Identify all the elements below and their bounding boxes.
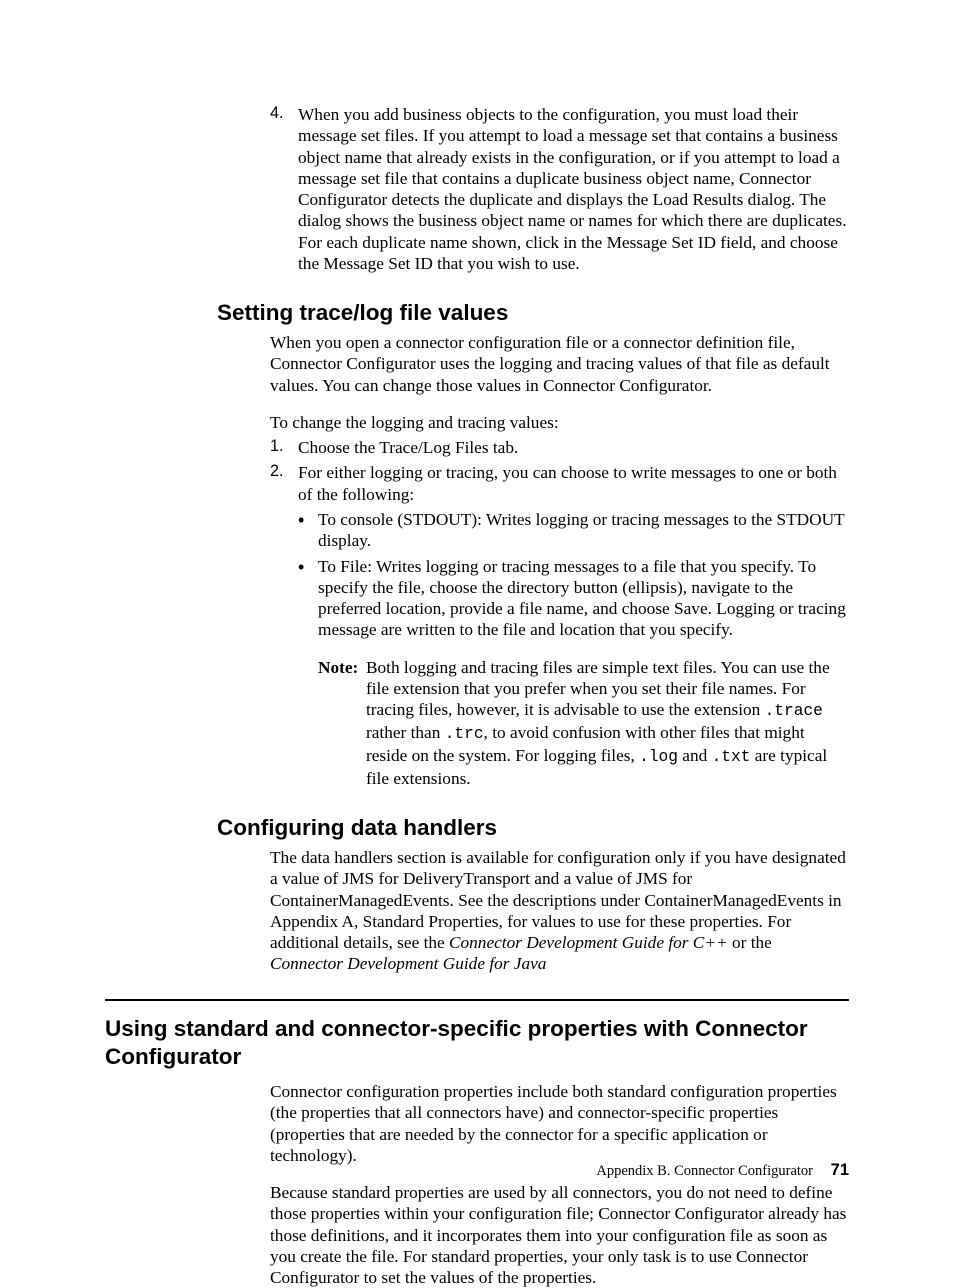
text: or the bbox=[728, 933, 772, 952]
footer-text: Appendix B. Connector Configurator bbox=[596, 1163, 813, 1179]
note-block: Note: Both logging and tracing files are… bbox=[318, 657, 849, 790]
code-text: .txt bbox=[712, 748, 751, 766]
list-marker: 2. bbox=[270, 462, 298, 505]
paragraph: When you open a connector configuration … bbox=[270, 332, 849, 396]
section-standard-properties: Connector configuration properties inclu… bbox=[270, 1081, 849, 1288]
list-text: When you add business objects to the con… bbox=[298, 104, 849, 274]
ordered-item-2: 2. For either logging or tracing, you ca… bbox=[270, 462, 849, 505]
page-footer: Appendix B. Connector Configurator 71 bbox=[596, 1161, 849, 1180]
heading-using-standard-properties: Using standard and connector-specific pr… bbox=[105, 1015, 849, 1071]
code-text: .trc bbox=[445, 725, 484, 743]
ordered-item-1: 1. Choose the Trace/Log Files tab. bbox=[270, 437, 849, 458]
text: rather than bbox=[366, 723, 445, 742]
paragraph: Because standard properties are used by … bbox=[270, 1182, 849, 1288]
bullet-item: • To console (STDOUT): Writes logging or… bbox=[298, 509, 849, 552]
body-column: 4. When you add business objects to the … bbox=[270, 104, 849, 274]
note-label: Note: bbox=[318, 657, 366, 790]
section-trace-log: When you open a connector configuration … bbox=[270, 332, 849, 789]
section-rule bbox=[105, 999, 849, 1001]
list-text: Choose the Trace/Log Files tab. bbox=[298, 437, 849, 458]
page-number: 71 bbox=[831, 1161, 849, 1179]
list-marker: 1. bbox=[270, 437, 298, 458]
list-marker: 4. bbox=[270, 104, 298, 274]
note-text: Both logging and tracing files are simpl… bbox=[366, 657, 849, 790]
code-text: .log bbox=[639, 748, 678, 766]
paragraph: To change the logging and tracing values… bbox=[270, 412, 849, 433]
paragraph: The data handlers section is available f… bbox=[270, 847, 849, 975]
bullet-item: • To File: Writes logging or tracing mes… bbox=[298, 556, 849, 641]
heading-configuring-data-handlers: Configuring data handlers bbox=[217, 815, 849, 841]
book-title: Connector Development Guide for Java bbox=[270, 954, 546, 973]
ordered-item-4: 4. When you add business objects to the … bbox=[270, 104, 849, 274]
book-title: Connector Development Guide for C++ bbox=[449, 933, 728, 952]
bullet-text: To File: Writes logging or tracing messa… bbox=[318, 556, 849, 641]
code-text: .trace bbox=[765, 702, 823, 720]
bullet-text: To console (STDOUT): Writes logging or t… bbox=[318, 509, 849, 552]
section-data-handlers: The data handlers section is available f… bbox=[270, 847, 849, 975]
list-text: For either logging or tracing, you can c… bbox=[298, 462, 849, 505]
text: Both logging and tracing files are simpl… bbox=[366, 658, 830, 720]
paragraph: Connector configuration properties inclu… bbox=[270, 1081, 849, 1166]
bullet-icon: • bbox=[298, 556, 318, 641]
bullet-icon: • bbox=[298, 509, 318, 552]
page: 4. When you add business objects to the … bbox=[0, 0, 954, 1235]
text: and bbox=[678, 746, 712, 765]
heading-setting-trace-log: Setting trace/log file values bbox=[217, 300, 849, 326]
